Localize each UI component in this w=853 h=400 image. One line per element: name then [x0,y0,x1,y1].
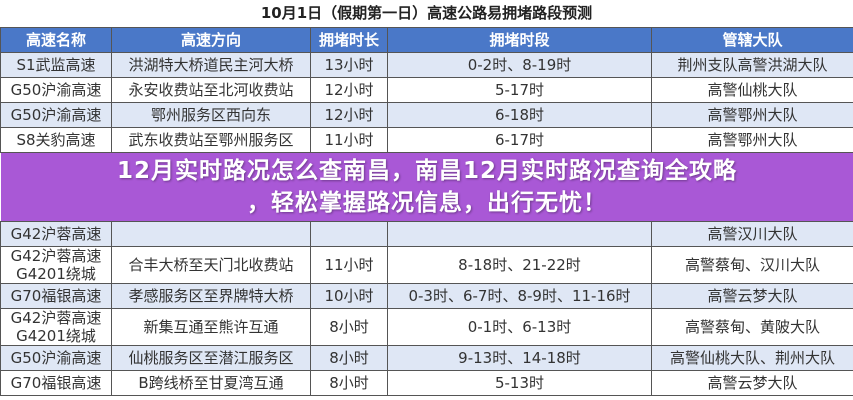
table-cell: 高警汉川大队 [651,221,853,247]
congestion-table: 高速名称 高速方向 拥堵时长 拥堵时段 管辖大队 S1武监高速 洪湖特大桥道民主河… [0,27,853,396]
table-cell: 8小时 [310,370,388,396]
table-cell: G42沪蓉高速 [0,221,112,247]
header-cell: 拥堵时段 [387,27,652,53]
table-row: G50沪渝高速 仙桃服务区至潜江服务区 8小时 9-13时、14-18时 高警仙桃大队、… [0,345,853,371]
table-cell: 荆州支队高警洪湖大队 [651,52,853,78]
table-cell: 高警仙桃大队 [651,77,853,103]
table-cell: 11小时 [310,127,388,153]
table-cell: 高警云梦大队 [651,370,853,396]
table-cell: 高警蔡甸、汉川大队 [651,246,853,284]
table-cell: G50沪渝高速 [0,345,112,371]
table-cell: G70福银高速 [0,370,112,396]
table-cell: 5-13时 [387,370,652,396]
headline-line-1: 12月实时路况怎么查南昌，南昌12月实时路况查询全攻略 [116,158,737,184]
table-row: G50沪渝高速 鄂州服务区西向东 12小时 6-18时 高警鄂州大队 [0,102,853,128]
table-cell: 洪湖特大桥道民主河大桥 [111,52,311,78]
table-cell: G50沪渝高速 [0,77,112,103]
table-cell: 孝感服务区至界牌特大桥 [111,283,311,309]
table-cell: 8小时 [310,308,388,346]
table-cell: 8小时 [310,345,388,371]
table-cell: B跨线桥至甘夏湾互通 [111,370,311,396]
table-cell [310,221,388,247]
table-cell: G42沪蓉高速 G4201绕城 [0,308,112,346]
headline-line-2: ，轻松掌握路况信息，出行无忧！ [247,190,607,216]
header-row: 高速名称 高速方向 拥堵时长 拥堵时段 管辖大队 [0,27,853,53]
table-cell: 仙桃服务区至潜江服务区 [111,345,311,371]
table-cell: 0-3时、6-7时、8-9时、11-16时 [387,283,652,309]
table-cell: 武东收费站至鄂州服务区 [111,127,311,153]
table-cell: G50沪渝高速 [0,102,112,128]
table-row: S1武监高速 洪湖特大桥道民主河大桥 13小时 0-2时、8-19时 荆州支队高警洪湖大… [0,52,853,78]
table-cell: 6-17时 [387,127,652,153]
table-cell: 高警仙桃大队、荆州大队 [651,345,853,371]
table-cell: 新集互通至熊许互通 [111,308,311,346]
table-row: S8关豹高速 武东收费站至鄂州服务区 11小时 6-17时 高警鄂州大队 [0,127,853,153]
table-cell: 12小时 [310,102,388,128]
table-cell: 8-18时、21-22时 [387,246,652,284]
table-cell: 高警鄂州大队 [651,127,853,153]
header-cell: 管辖大队 [651,27,853,53]
table-row: G50沪渝高速 永安收费站至北河收费站 12小时 5-17时 高警仙桃大队 [0,77,853,103]
table-cell: 10小时 [310,283,388,309]
table-cell: G70福银高速 [0,283,112,309]
table-cell: 13小时 [310,52,388,78]
table-cell: 合丰大桥至天门北收费站 [111,246,311,284]
table-title: 10月1日（假期第一日）高速公路易拥堵路段预测 [0,0,853,27]
table-cell: 高警鄂州大队 [651,102,853,128]
table-cell: 6-18时 [387,102,652,128]
table-cell: 11小时 [310,246,388,284]
table-cell: 高警蔡甸、黄陂大队 [651,308,853,346]
header-cell: 高速名称 [0,27,112,53]
headline-banner: 12月实时路况怎么查南昌，南昌12月实时路况查询全攻略 ，轻松掌握路况信息，出行无… [0,152,853,222]
table-row: G42沪蓉高速 G4201绕城 合丰大桥至天门北收费站 11小时 8-18时、21-2… [0,246,853,284]
table-row: G42沪蓉高速 G4201绕城 新集互通至熊许互通 8小时 0-1时、6-13时 高警蔡… [0,308,853,346]
headline-banner-row: 12月实时路况怎么查南昌，南昌12月实时路况查询全攻略 ，轻松掌握路况信息，出行无… [0,152,853,222]
table-cell: 永安收费站至北河收费站 [111,77,311,103]
table-cell: G42沪蓉高速 G4201绕城 [0,246,112,284]
table-row: G70福银高速 孝感服务区至界牌特大桥 10小时 0-3时、6-7时、8-9时、11-… [0,283,853,309]
header-cell: 高速方向 [111,27,311,53]
table-cell: 0-2时、8-19时 [387,52,652,78]
table-row: G70福银高速 B跨线桥至甘夏湾互通 8小时 5-13时 高警云梦大队 [0,370,853,396]
table-cell: 5-17时 [387,77,652,103]
table-row: G42沪蓉高速 高警汉川大队 [0,221,853,247]
table-cell [111,221,311,247]
table-cell [387,221,652,247]
table-cell: 高警云梦大队 [651,283,853,309]
table-cell: S1武监高速 [0,52,112,78]
header-cell: 拥堵时长 [310,27,388,53]
table-cell: 0-1时、6-13时 [387,308,652,346]
table-cell: 12小时 [310,77,388,103]
table-cell: 9-13时、14-18时 [387,345,652,371]
table-cell: S8关豹高速 [0,127,112,153]
table-cell: 鄂州服务区西向东 [111,102,311,128]
